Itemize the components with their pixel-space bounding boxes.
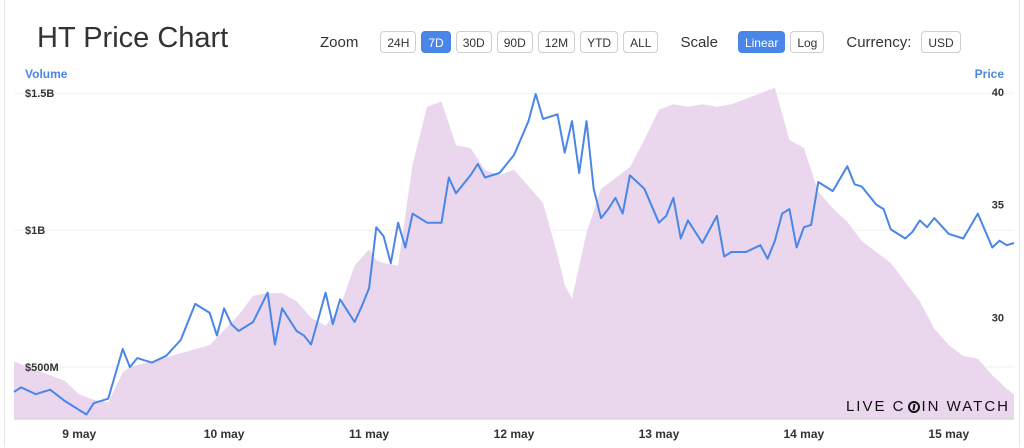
chart-toolbar: Zoom 24H 7D 30D 90D 12M YTD ALL Scale Li… [320,30,966,54]
scale-linear-button[interactable]: Linear [737,31,786,53]
coin-icon [907,400,920,413]
zoom-12m-button[interactable]: 12M [537,31,576,53]
x-tick-5: 14 may [784,427,825,441]
page-title: HT Price Chart [37,22,229,54]
brand-text-right: IN WATCH [921,398,1010,415]
currency-select[interactable]: USD [921,31,961,53]
y-left-tick-1: $1B [25,225,45,237]
y-left-ticks: $500M $1B $1.5B [25,88,59,374]
zoom-all-button[interactable]: ALL [623,31,659,53]
y-right-tick-1: 35 [992,200,1004,212]
zoom-label: Zoom [320,33,359,51]
x-ticks: 9 may 10 may 11 may 12 may 13 may 14 may 15 ma… [62,427,969,441]
x-tick-0: 9 may [62,427,96,441]
scale-label: Scale [680,33,718,51]
y-right-tick-2: 40 [992,87,1004,99]
x-tick-1: 10 may [204,427,245,441]
y-right-axis-title: Price [975,67,1005,81]
zoom-30d-button[interactable]: 30D [455,31,492,53]
zoom-7d-button[interactable]: 7D [421,31,451,53]
volume-area [14,87,1014,419]
zoom-90d-button[interactable]: 90D [496,31,533,53]
x-tick-2: 11 may [349,427,389,441]
zoom-ytd-button[interactable]: YTD [580,31,619,53]
y-right-ticks: 30 35 40 [992,87,1004,325]
x-tick-6: 15 may [928,427,969,441]
y-left-tick-2: $1.5B [25,88,54,100]
chart-frame [4,0,1020,447]
price-layer [13,93,1015,416]
volume-layer [14,87,1014,419]
currency-label: Currency: [846,33,912,51]
brand-text-left: LIVE C [845,398,906,415]
y-right-tick-0: 30 [992,312,1004,324]
y-left-axis-title: Volume [25,67,68,81]
scale-log-button[interactable]: Log [790,31,825,53]
x-tick-3: 12 may [494,427,535,441]
x-tick-4: 13 may [639,427,680,441]
zoom-24h-button[interactable]: 24H [380,31,417,53]
price-line [13,93,1015,416]
brand-logo: LIVE C IN WATCH [846,398,1010,415]
y-left-tick-0: $500M [25,362,59,374]
